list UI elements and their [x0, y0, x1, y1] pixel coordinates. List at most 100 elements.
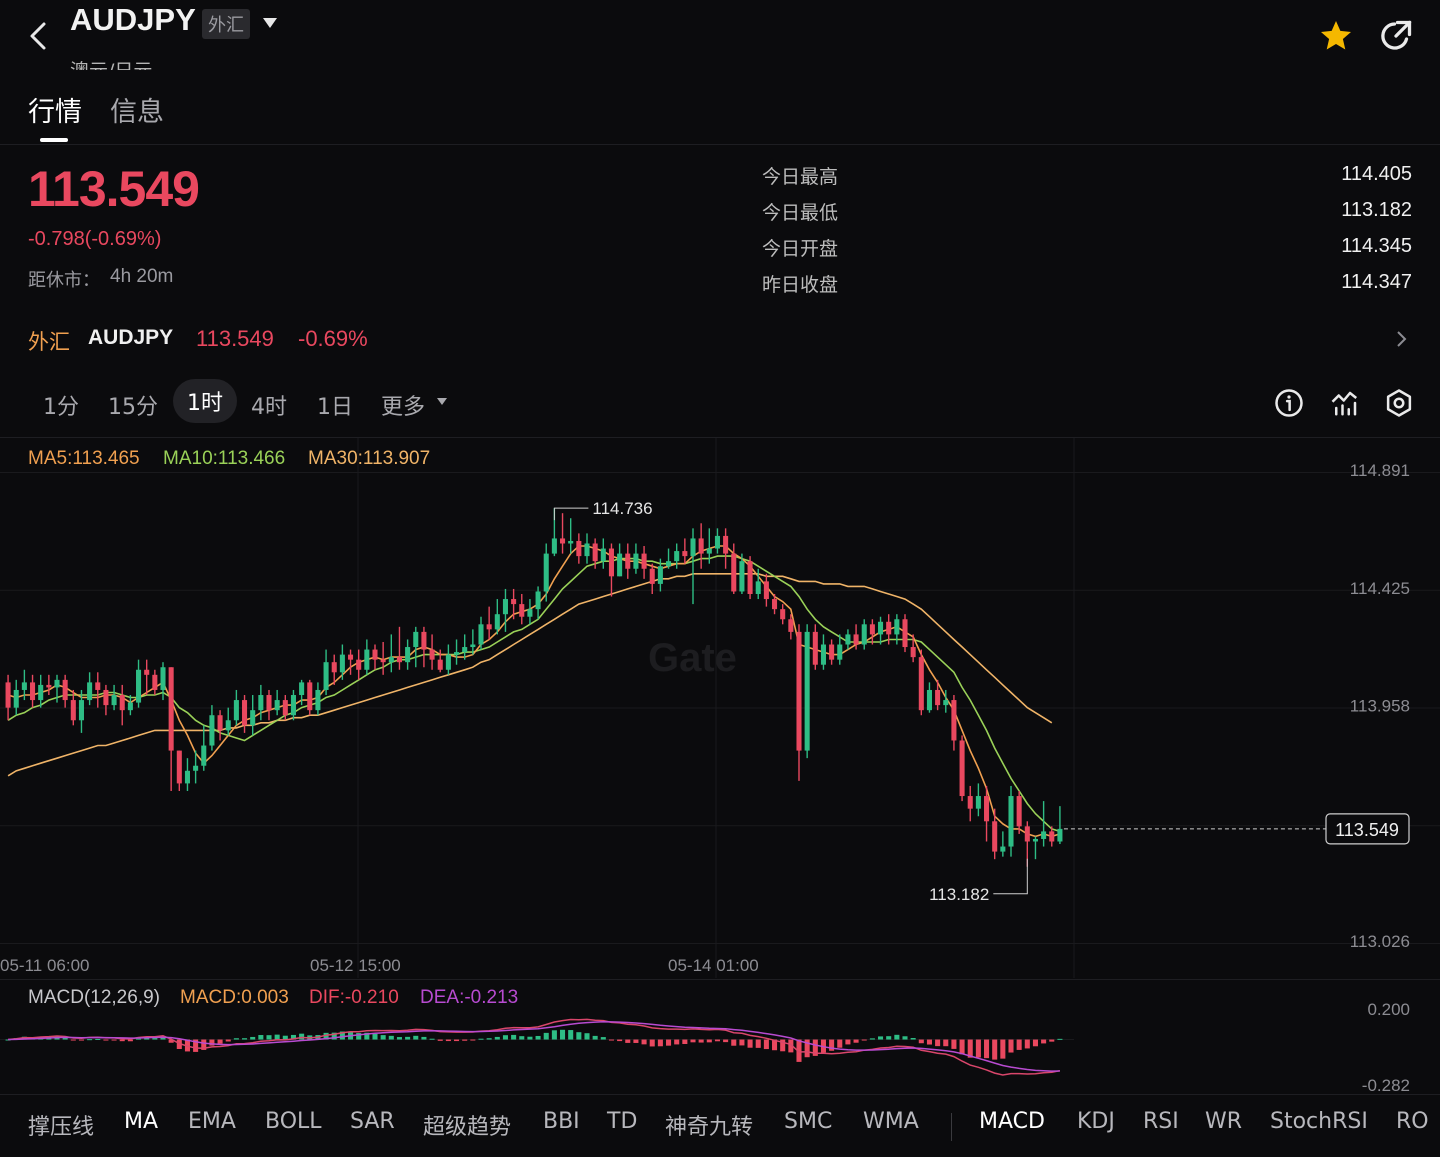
candle-body: [144, 669, 150, 675]
indicator-smc[interactable]: SMC: [784, 1109, 833, 1134]
macd-chart[interactable]: 0.200 -0.282: [0, 980, 1440, 1094]
indicator-ma[interactable]: MA: [124, 1109, 159, 1134]
macd-histogram-bar: [812, 1039, 818, 1056]
candle: [225, 707, 231, 736]
tab-info[interactable]: 信息: [110, 97, 164, 128]
candle-body: [527, 609, 533, 617]
macd-histogram-bar: [127, 1039, 133, 1042]
candle-body: [698, 538, 704, 554]
indicator-wma[interactable]: WMA: [863, 1109, 919, 1134]
timeframe-more[interactable]: 更多: [381, 395, 426, 420]
candle-body: [878, 621, 884, 635]
candle: [209, 705, 215, 751]
macd-histogram-bar: [152, 1038, 158, 1040]
indicator-超级趋势[interactable]: 超级趋势: [423, 1115, 512, 1140]
candle: [796, 624, 802, 781]
high-marker-line: [553, 507, 589, 521]
candle-body: [429, 649, 435, 660]
indicator-ema[interactable]: EMA: [188, 1109, 236, 1134]
indicator-wr[interactable]: WR: [1205, 1109, 1243, 1134]
timeframe-1d[interactable]: 1日: [317, 395, 353, 420]
macd-histogram-bar: [429, 1038, 435, 1040]
macd-y-tick-label: -0.282: [1362, 1076, 1410, 1094]
candle-body: [242, 700, 248, 726]
candle-body: [502, 599, 508, 615]
last-price-tag: [1325, 813, 1410, 845]
candle: [144, 659, 150, 696]
indicator-kdj[interactable]: KDJ: [1077, 1109, 1115, 1134]
macd-histogram-bar: [111, 1039, 117, 1041]
indicator-sar[interactable]: SAR: [350, 1109, 395, 1134]
indicator-bbi[interactable]: BBI: [543, 1109, 580, 1134]
favorite-button[interactable]: [1318, 18, 1354, 58]
candle: [560, 513, 566, 554]
candle-body: [445, 654, 451, 670]
candle: [992, 808, 998, 860]
symbol-dropdown-icon[interactable]: [262, 14, 278, 33]
candle-body: [396, 657, 402, 663]
candle: [714, 528, 720, 554]
timeframe-4h[interactable]: 4时: [251, 395, 287, 420]
indicator-boll[interactable]: BOLL: [265, 1109, 322, 1134]
macd-histogram-bar: [201, 1039, 207, 1050]
candle: [95, 672, 101, 708]
candle-body: [657, 566, 663, 584]
macd-histogram-bar: [788, 1039, 794, 1053]
info-button[interactable]: [1274, 388, 1304, 422]
indicator-stochrsi[interactable]: StochRSI: [1270, 1109, 1368, 1134]
ticker-row[interactable]: 外汇 AUDJPY 113.549 -0.69%: [0, 318, 1440, 362]
macd-histogram-bar: [731, 1039, 737, 1046]
candle-body: [160, 667, 166, 690]
candle: [837, 634, 843, 665]
dea-value: DEA:-0.213: [420, 987, 519, 1008]
indicator-撑压线[interactable]: 撑压线: [28, 1115, 95, 1140]
timeframe-1h[interactable]: 1时: [173, 379, 237, 423]
macd-histogram-bar: [502, 1035, 508, 1040]
macd-histogram-bar: [535, 1035, 541, 1040]
candle-body: [54, 679, 60, 688]
back-button[interactable]: [24, 18, 56, 54]
indicator-button[interactable]: [1330, 388, 1360, 422]
candle: [584, 533, 590, 564]
chart-settings-button[interactable]: [1384, 388, 1414, 422]
candle-body: [780, 609, 786, 620]
macd-histogram-bar: [845, 1039, 851, 1045]
macd-histogram-bar: [600, 1037, 606, 1040]
indicator-ro[interactable]: RO: [1396, 1109, 1429, 1134]
candle-body: [356, 659, 362, 670]
candle-body: [168, 667, 174, 751]
timeframe-15m[interactable]: 15分: [108, 395, 158, 420]
candle-body: [1041, 831, 1047, 839]
indicator-神奇九转[interactable]: 神奇九转: [665, 1115, 754, 1140]
candle: [315, 682, 321, 716]
macd-histogram-bar: [511, 1034, 517, 1040]
candle-body: [608, 548, 614, 577]
candle-body: [714, 535, 720, 549]
timeframe-1m[interactable]: 1分: [43, 395, 79, 420]
macd-histogram-bar: [356, 1033, 362, 1040]
macd-histogram-bar: [723, 1039, 729, 1043]
indicator-rsi[interactable]: RSI: [1143, 1109, 1179, 1134]
candle: [543, 543, 549, 602]
candle: [103, 684, 109, 716]
indicator-macd[interactable]: MACD: [979, 1109, 1045, 1134]
candle-body: [1008, 796, 1014, 847]
candle-body: [910, 647, 916, 658]
macd-histogram-bar: [1057, 1038, 1063, 1040]
tab-market[interactable]: 行情: [28, 97, 82, 128]
candle-body: [38, 684, 44, 701]
stat-low-label: 今日最低: [762, 202, 839, 224]
share-button[interactable]: [1378, 18, 1414, 58]
settings-icon: [1386, 389, 1412, 417]
candlestick-chart[interactable]: 114.891114.425113.958113.492113.02605-11…: [0, 438, 1440, 978]
ticker-market: 外汇: [28, 330, 70, 354]
close-countdown-label: 距休市：: [28, 270, 100, 291]
candle: [617, 543, 623, 577]
macd-histogram-bar: [372, 1033, 378, 1040]
macd-histogram-bar: [1016, 1039, 1022, 1050]
indicator-icon: [1331, 391, 1358, 416]
candle: [788, 614, 794, 640]
candle: [502, 588, 508, 632]
macd-histogram-bar: [454, 1039, 460, 1042]
indicator-td[interactable]: TD: [607, 1109, 638, 1134]
